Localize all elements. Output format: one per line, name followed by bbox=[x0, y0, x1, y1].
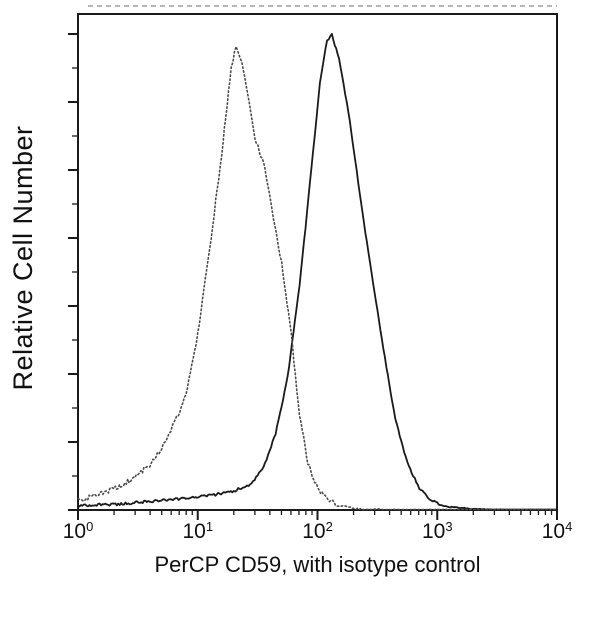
x-tick-label-10e3: 103 bbox=[421, 519, 453, 543]
x-tick-label-10e1: 101 bbox=[182, 519, 214, 543]
x-tick-label-10e4: 104 bbox=[541, 519, 573, 543]
series-solid-percp-cd59 bbox=[77, 33, 558, 511]
y-axis-label-text: Relative Cell Number bbox=[8, 125, 38, 391]
x-axis-title: PerCP CD59, with isotype control bbox=[154, 552, 481, 577]
x-tick-label-10e2: 102 bbox=[302, 519, 333, 543]
plot-border bbox=[77, 13, 558, 511]
x-tick-label-10e0: 100 bbox=[62, 519, 94, 543]
series-dotted-isotype-control bbox=[77, 45, 558, 511]
